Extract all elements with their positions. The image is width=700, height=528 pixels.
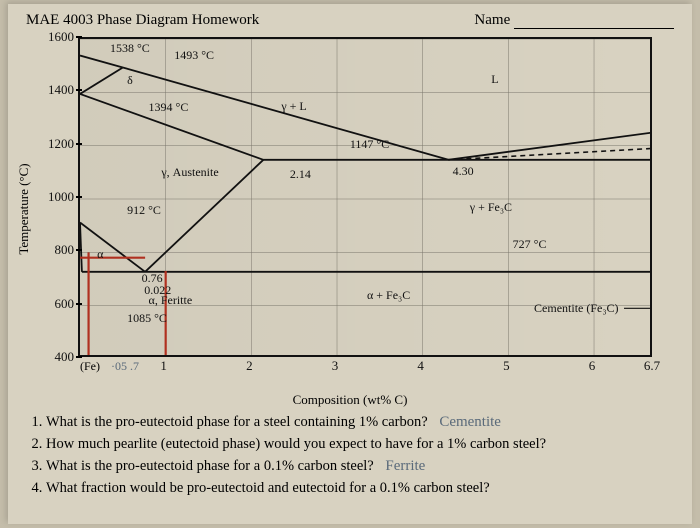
x-axis-label: Composition (wt% C) (293, 392, 408, 408)
q3-answer: Ferrite (385, 458, 425, 474)
question-3: What is the pro-eutectoid phase for a 0.… (46, 456, 674, 477)
plot-area: 1538 °C 1493 °C δ L 1394 °C γ + L 1147 °C 4.30 2… (78, 37, 652, 357)
y-tick-label: 400 (44, 349, 74, 365)
phase-diagram-chart: Temperature (°C) Composition (wt% C) 153… (30, 31, 670, 386)
q1-text: What is the pro-eutectoid phase for a st… (46, 414, 428, 430)
page-title: MAE 4003 Phase Diagram Homework (26, 12, 259, 29)
fe-origin-label: (Fe) (80, 359, 100, 373)
y-tick-label: 1200 (44, 136, 74, 152)
q4-text: What fraction would be pro-eutectoid and… (46, 480, 490, 496)
phase-label: α (97, 247, 103, 262)
y-tick-label: 1400 (44, 82, 74, 98)
name-label: Name (474, 12, 510, 28)
phase-label: 4.30 (453, 164, 474, 179)
x-tick-label: 3 (332, 358, 339, 374)
phase-label: 2.14 (290, 167, 311, 182)
x-tick-label: 6.7 (644, 358, 660, 374)
x-tick-label: 2 (246, 358, 253, 374)
phase-label: Cementite (Fe₃C) (534, 301, 619, 316)
y-tick-label: 1000 (44, 189, 74, 205)
phase-label: γ, Austenite (161, 165, 218, 180)
fe-origin-note: (Fe) ·05 .7 (80, 359, 139, 374)
q1-answer: Cementite (439, 414, 501, 430)
fe-origin-handwritten: ·05 .7 (111, 359, 139, 373)
phase-label: 1085 °C (127, 311, 167, 326)
x-tick-label: 6 (589, 358, 596, 374)
phase-label: α + Fe₃C (367, 288, 410, 303)
question-list: What is the pro-eutectoid phase for a st… (26, 412, 674, 498)
phase-label: α, Feritte (149, 293, 193, 308)
x-tick-label: 5 (503, 358, 510, 374)
x-tick-label: 4 (417, 358, 424, 374)
name-field: Name (474, 12, 674, 29)
phase-label: 912 °C (127, 203, 161, 218)
phase-label: 1394 °C (149, 100, 189, 115)
question-1: What is the pro-eutectoid phase for a st… (46, 412, 674, 433)
y-tick-label: 800 (44, 242, 74, 258)
question-4: What fraction would be pro-eutectoid and… (46, 479, 674, 499)
question-2: How much pearlite (eutectoid phase) woul… (46, 435, 674, 455)
y-tick-label: 1600 (44, 29, 74, 45)
y-tick-label: 600 (44, 296, 74, 312)
name-blank-line[interactable] (514, 15, 674, 29)
phase-label: L (491, 72, 498, 87)
y-axis-label: Temperature (°C) (16, 163, 32, 254)
phase-label: 1147 °C (350, 137, 389, 152)
q2-text: How much pearlite (eutectoid phase) woul… (46, 436, 546, 452)
q3-text: What is the pro-eutectoid phase for a 0.… (46, 458, 374, 474)
phase-label: γ + L (281, 99, 306, 114)
phase-label: 1538 °C (110, 41, 150, 56)
x-tick-label: 1 (160, 358, 167, 374)
phase-label: δ (127, 73, 133, 88)
phase-label: 1493 °C (174, 48, 214, 63)
phase-label: 727 °C (513, 237, 547, 252)
phase-label: γ + Fe₃C (470, 200, 512, 215)
